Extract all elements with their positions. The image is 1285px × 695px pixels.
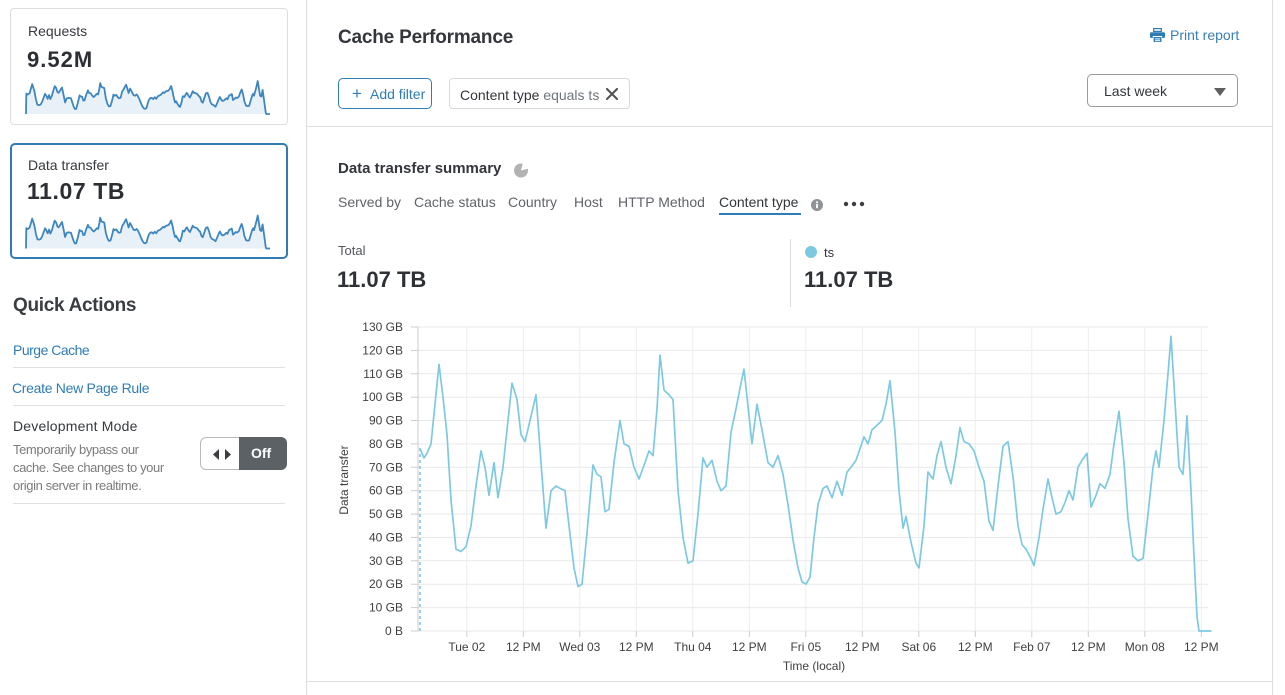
svg-text:Sat 06: Sat 06: [901, 640, 936, 654]
svg-text:12 PM: 12 PM: [845, 640, 880, 654]
svg-text:80 GB: 80 GB: [369, 437, 403, 451]
svg-text:Data transfer: Data transfer: [337, 445, 351, 514]
svg-text:100 GB: 100 GB: [362, 390, 403, 404]
svg-text:Feb 07: Feb 07: [1013, 640, 1051, 654]
svg-text:12 PM: 12 PM: [619, 640, 654, 654]
svg-text:10 GB: 10 GB: [369, 601, 403, 615]
svg-text:0 B: 0 B: [385, 624, 403, 638]
svg-text:Mon 08: Mon 08: [1125, 640, 1165, 654]
svg-text:30 GB: 30 GB: [369, 554, 403, 568]
svg-text:130 GB: 130 GB: [362, 320, 403, 334]
svg-text:12 PM: 12 PM: [1071, 640, 1106, 654]
svg-text:70 GB: 70 GB: [369, 460, 403, 474]
svg-text:110 GB: 110 GB: [363, 367, 403, 381]
svg-text:60 GB: 60 GB: [369, 484, 403, 498]
svg-text:12 PM: 12 PM: [732, 640, 767, 654]
svg-text:90 GB: 90 GB: [369, 414, 403, 428]
svg-text:Thu 04: Thu 04: [674, 640, 712, 654]
svg-text:120 GB: 120 GB: [362, 343, 403, 357]
svg-text:12 PM: 12 PM: [1184, 640, 1219, 654]
svg-text:Fri 05: Fri 05: [790, 640, 821, 654]
svg-text:12 PM: 12 PM: [506, 640, 541, 654]
svg-text:Tue 02: Tue 02: [448, 640, 485, 654]
svg-text:50 GB: 50 GB: [369, 507, 403, 521]
svg-text:20 GB: 20 GB: [369, 577, 403, 591]
svg-text:Time (local): Time (local): [783, 659, 845, 673]
svg-text:40 GB: 40 GB: [369, 531, 403, 545]
svg-text:Wed 03: Wed 03: [559, 640, 600, 654]
svg-text:12 PM: 12 PM: [958, 640, 993, 654]
